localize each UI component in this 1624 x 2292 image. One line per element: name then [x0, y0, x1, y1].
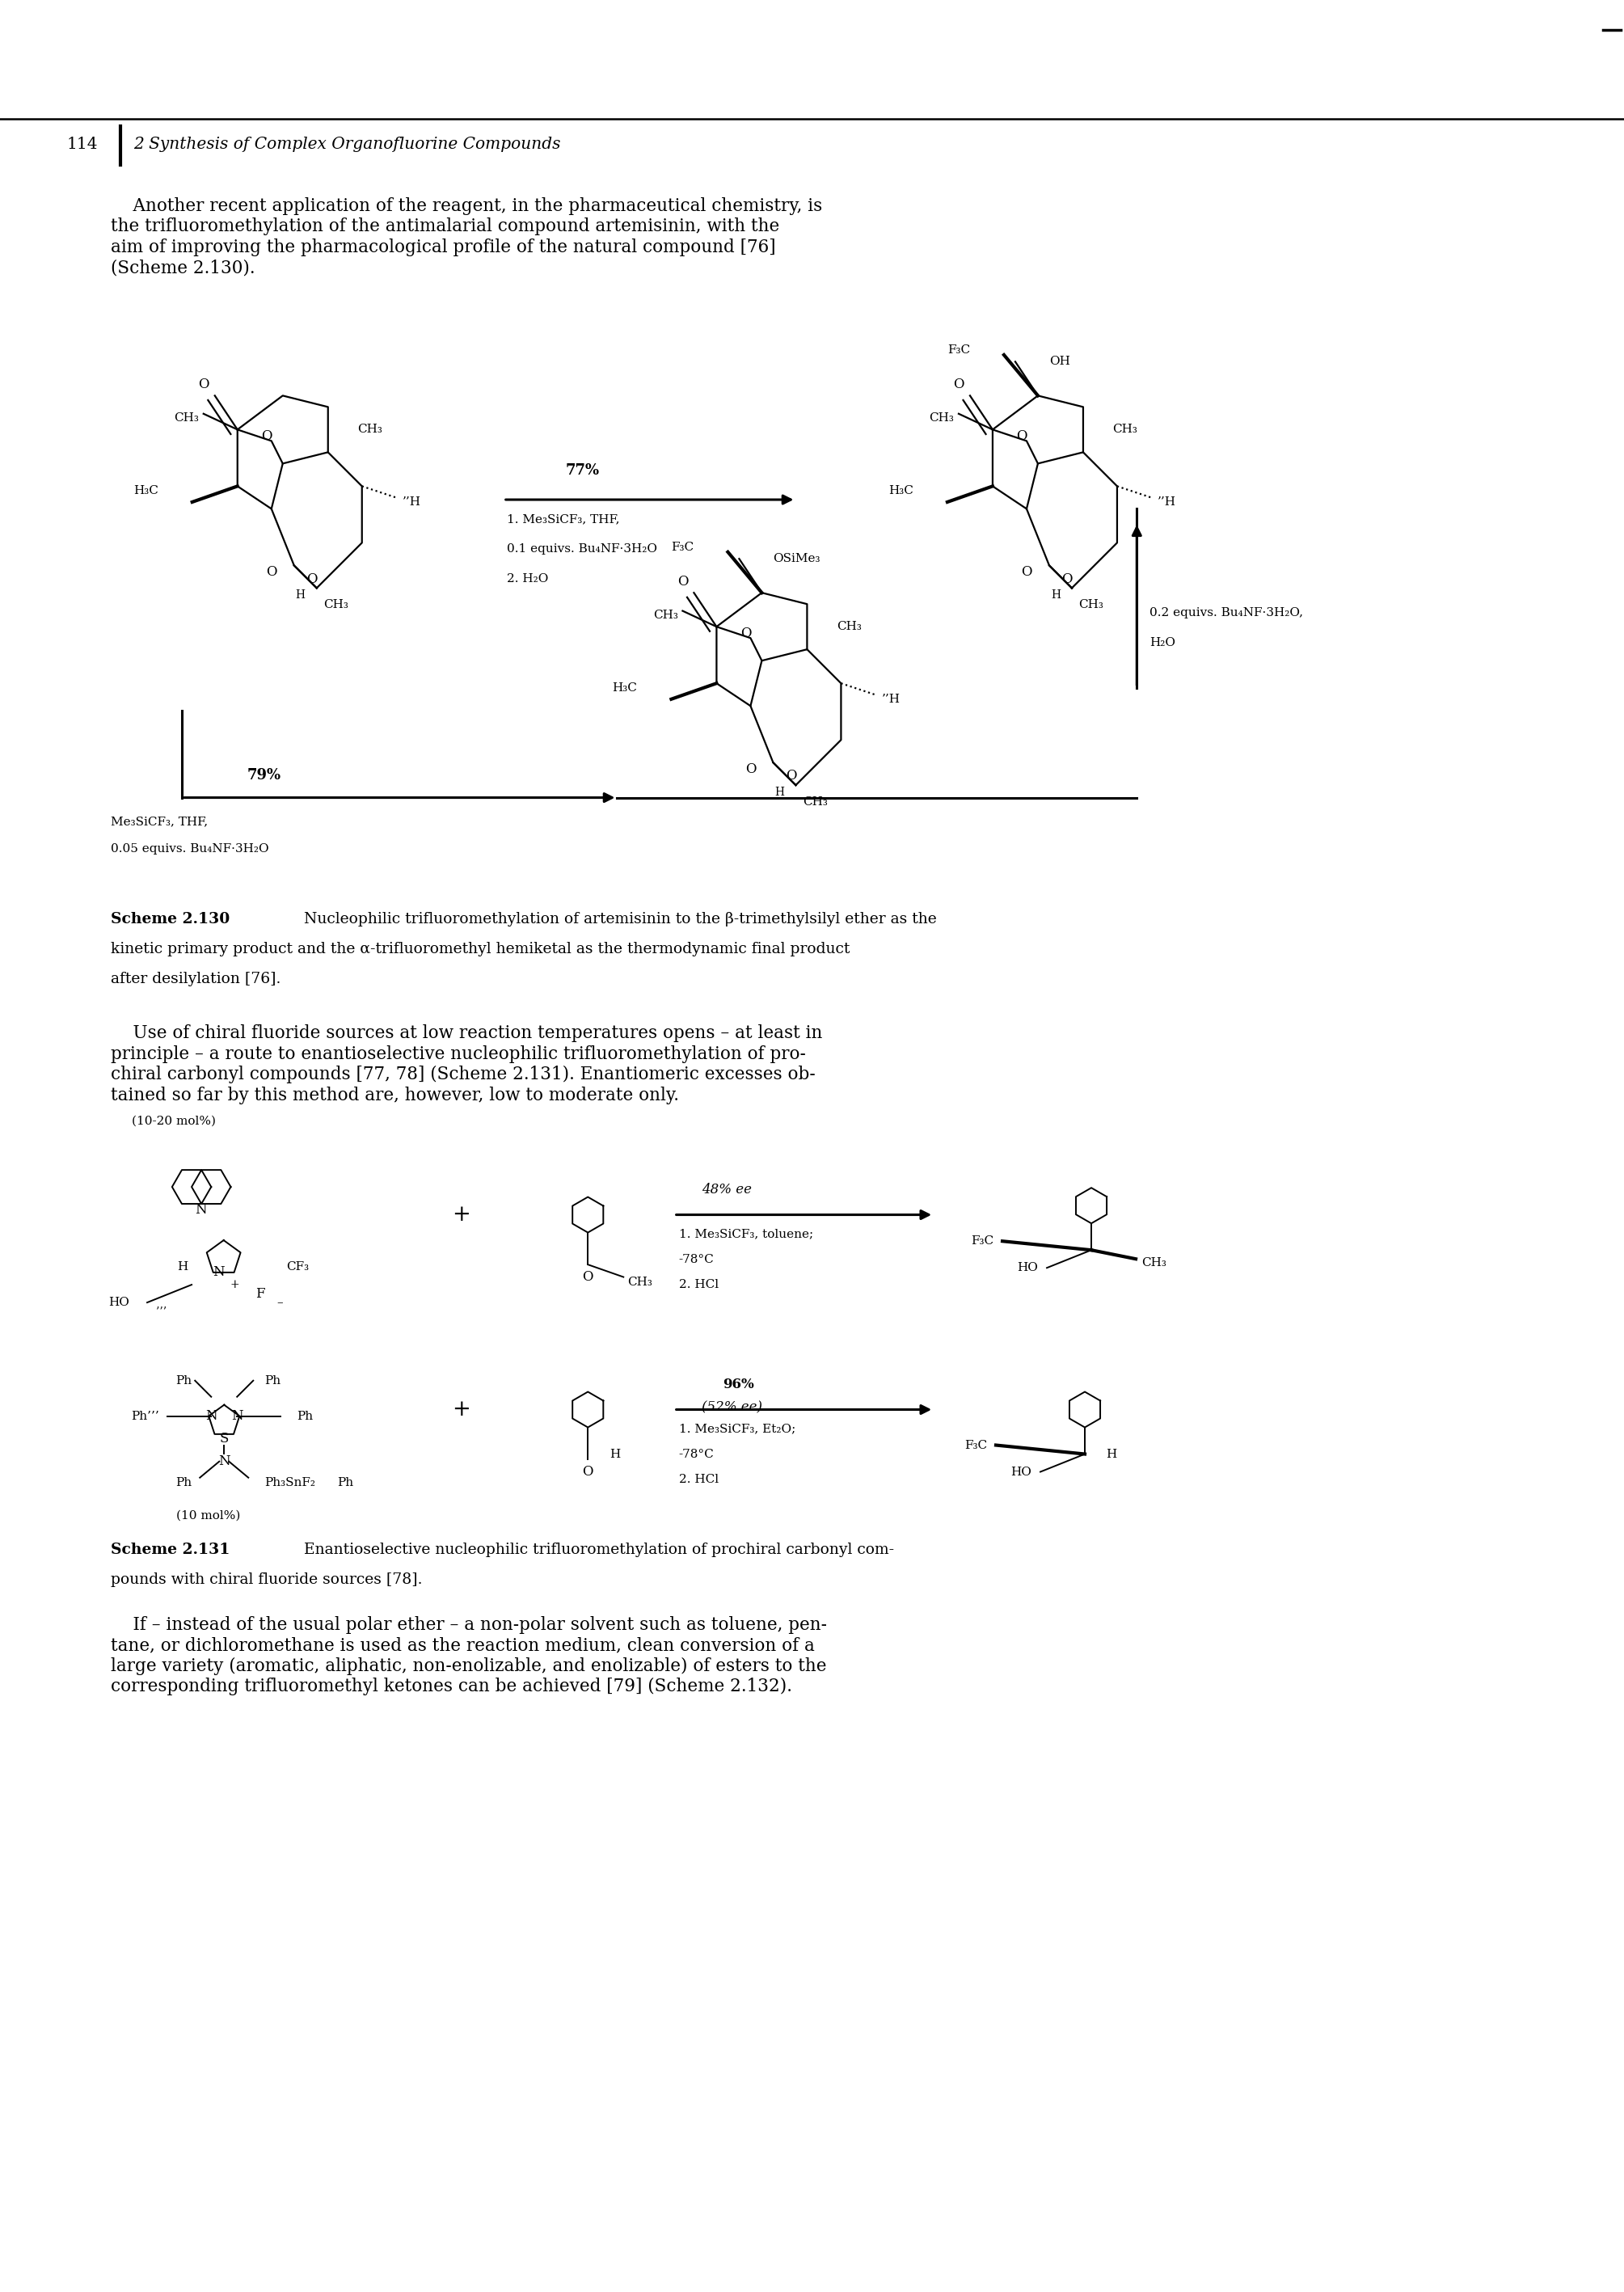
Text: HO: HO [1017, 1263, 1038, 1274]
Text: H: H [609, 1449, 620, 1460]
Text: CH₃: CH₃ [929, 413, 955, 424]
Text: F₃C: F₃C [671, 541, 693, 552]
Text: pounds with chiral fluoride sources [78].: pounds with chiral fluoride sources [78]… [110, 1572, 422, 1586]
Text: Scheme 2.131: Scheme 2.131 [110, 1543, 229, 1556]
Text: 1. Me₃SiCF₃, toluene;: 1. Me₃SiCF₃, toluene; [679, 1229, 814, 1240]
Text: H₃C: H₃C [133, 486, 158, 497]
Text: O: O [198, 378, 209, 392]
Text: Ph: Ph [297, 1410, 313, 1421]
Text: Nucleophilic trifluoromethylation of artemisinin to the β-trimethylsilyl ether a: Nucleophilic trifluoromethylation of art… [289, 912, 937, 926]
Text: ’’’: ’’’ [156, 1306, 167, 1318]
Text: O: O [786, 770, 797, 784]
Text: N: N [231, 1410, 244, 1423]
Text: O: O [677, 575, 689, 589]
Text: N: N [205, 1410, 218, 1423]
Text: 96%: 96% [723, 1377, 754, 1391]
Text: 2. HCl: 2. HCl [679, 1279, 718, 1290]
Text: O: O [741, 626, 752, 639]
Text: (52% ee): (52% ee) [702, 1400, 762, 1414]
Text: -78°C: -78°C [679, 1449, 715, 1460]
Text: H: H [1106, 1449, 1117, 1460]
Text: HO: HO [1010, 1467, 1031, 1478]
Text: ’’H: ’’H [403, 497, 421, 509]
Text: H₃C: H₃C [612, 683, 637, 694]
Text: N: N [218, 1455, 231, 1469]
Text: F₃C: F₃C [971, 1235, 994, 1247]
Text: 0.05 equivs. Bu₄NF·3H₂O: 0.05 equivs. Bu₄NF·3H₂O [110, 843, 268, 855]
Text: O: O [1021, 566, 1031, 580]
Text: F₃C: F₃C [965, 1439, 987, 1451]
Text: after desilylation [76].: after desilylation [76]. [110, 972, 281, 986]
Text: CH₃: CH₃ [1142, 1256, 1166, 1267]
Text: CH₃: CH₃ [1112, 424, 1137, 435]
Text: O: O [1017, 429, 1028, 442]
Text: +: + [451, 1398, 471, 1421]
Text: O: O [1062, 573, 1073, 587]
Text: H: H [1051, 589, 1060, 601]
Text: CH₃: CH₃ [174, 413, 200, 424]
Text: CH₃: CH₃ [802, 798, 828, 807]
Text: F₃C: F₃C [947, 344, 970, 355]
Text: H: H [775, 786, 784, 798]
Text: CH₃: CH₃ [653, 610, 679, 621]
Text: CH₃: CH₃ [627, 1277, 651, 1288]
Text: N: N [195, 1203, 206, 1217]
Text: Use of chiral fluoride sources at low reaction temperatures opens – at least in
: Use of chiral fluoride sources at low re… [110, 1025, 822, 1105]
Text: CF₃: CF₃ [286, 1261, 309, 1272]
Text: 2. HCl: 2. HCl [679, 1474, 718, 1485]
Text: 77%: 77% [565, 463, 599, 477]
Text: Ph’’’: Ph’’’ [132, 1410, 159, 1421]
Text: 2 Synthesis of Complex Organofluorine Compounds: 2 Synthesis of Complex Organofluorine Co… [133, 138, 560, 151]
Text: CH₃: CH₃ [836, 621, 861, 633]
Text: (10-20 mol%): (10-20 mol%) [132, 1116, 216, 1128]
Text: Scheme 2.130: Scheme 2.130 [110, 912, 229, 926]
Text: O: O [583, 1465, 593, 1478]
Text: ’’H: ’’H [882, 694, 900, 706]
Text: H: H [296, 589, 305, 601]
Text: Ph₃SnF₂: Ph₃SnF₂ [265, 1476, 315, 1488]
Text: H: H [177, 1261, 188, 1272]
Text: 1. Me₃SiCF₃, Et₂O;: 1. Me₃SiCF₃, Et₂O; [679, 1423, 796, 1435]
Text: ’’H: ’’H [1158, 497, 1176, 509]
Text: H₃C: H₃C [888, 486, 913, 497]
Text: O: O [261, 429, 273, 442]
Text: 48% ee: 48% ee [702, 1183, 752, 1196]
Text: Another recent application of the reagent, in the pharmaceutical chemistry, is
t: Another recent application of the reagen… [110, 197, 822, 277]
Text: H₂O: H₂O [1150, 637, 1176, 649]
Text: 114: 114 [67, 138, 97, 151]
Text: Ph: Ph [175, 1375, 192, 1387]
Text: +: + [229, 1279, 239, 1290]
Text: 1. Me₃SiCF₃, THF,: 1. Me₃SiCF₃, THF, [507, 513, 619, 525]
Text: O: O [307, 573, 318, 587]
Text: CH₃: CH₃ [1078, 601, 1104, 610]
Text: 79%: 79% [247, 768, 281, 782]
Text: 0.1 equivs. Bu₄NF·3H₂O: 0.1 equivs. Bu₄NF·3H₂O [507, 543, 658, 555]
Text: O: O [583, 1270, 593, 1284]
Text: 2. H₂O: 2. H₂O [507, 573, 549, 584]
Text: If – instead of the usual polar ether – a non-polar solvent such as toluene, pen: If – instead of the usual polar ether – … [110, 1616, 827, 1696]
Text: O: O [745, 763, 755, 777]
Text: (10 mol%): (10 mol%) [175, 1510, 240, 1522]
Text: Me₃SiCF₃, THF,: Me₃SiCF₃, THF, [110, 816, 208, 827]
Text: Ph: Ph [175, 1476, 192, 1488]
Text: CH₃: CH₃ [357, 424, 382, 435]
Text: -78°C: -78°C [679, 1254, 715, 1265]
Text: N: N [213, 1265, 224, 1279]
Text: +: + [451, 1203, 471, 1226]
Text: S: S [219, 1432, 229, 1446]
Text: OH: OH [1049, 355, 1070, 367]
Text: OSiMe₃: OSiMe₃ [773, 552, 820, 564]
Text: Enantioselective nucleophilic trifluoromethylation of prochiral carbonyl com-: Enantioselective nucleophilic trifluorom… [289, 1543, 893, 1556]
Text: O: O [953, 378, 965, 392]
Text: –: – [278, 1297, 283, 1309]
Text: HO: HO [109, 1297, 130, 1309]
Text: kinetic primary product and the α-trifluoromethyl hemiketal as the thermodynamic: kinetic primary product and the α-triflu… [110, 942, 849, 956]
Text: CH₃: CH₃ [323, 601, 349, 610]
Text: F: F [255, 1286, 265, 1300]
Text: Ph: Ph [338, 1476, 354, 1488]
Text: 0.2 equivs. Bu₄NF·3H₂O,: 0.2 equivs. Bu₄NF·3H₂O, [1150, 607, 1304, 619]
Text: Ph: Ph [265, 1375, 281, 1387]
Text: O: O [266, 566, 276, 580]
